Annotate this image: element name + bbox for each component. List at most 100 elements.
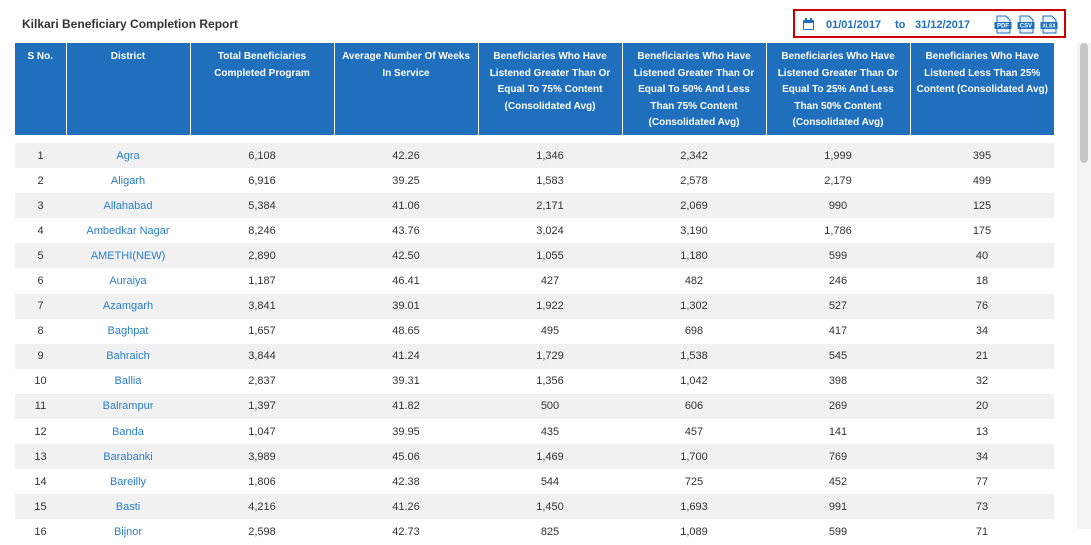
cell-lt-25: 34 (910, 318, 1054, 344)
cell-total-completed: 4,216 (190, 494, 334, 520)
cell-district[interactable]: Barabanki (66, 444, 190, 470)
cell-ge-75: 1,583 (478, 168, 622, 194)
vertical-scrollbar[interactable] (1077, 43, 1091, 529)
cell-district[interactable]: Ambedkar Nagar (66, 218, 190, 244)
cell-lt-25: 20 (910, 393, 1054, 420)
cell-avg-weeks: 41.82 (334, 393, 478, 420)
xlsx-export-icon[interactable]: XLSX (1040, 15, 1058, 34)
cell-total-completed: 1,047 (190, 419, 334, 445)
date-separator: to (895, 19, 906, 31)
column-header-50-75[interactable]: Beneficiaries Who Have Listened Greater … (622, 43, 767, 135)
cell-ge-75: 1,055 (478, 243, 622, 269)
column-header-ge-75[interactable]: Beneficiaries Who Have Listened Greater … (478, 43, 623, 135)
cell-lt-25: 175 (910, 218, 1054, 244)
cell-25-50: 769 (766, 444, 910, 470)
cell-avg-weeks: 42.38 (334, 469, 478, 495)
cell-s-no: 11 (15, 393, 66, 420)
calendar-icon[interactable] (803, 17, 814, 35)
cell-district[interactable]: Agra (66, 143, 190, 169)
cell-lt-25: 21 (910, 343, 1054, 369)
cell-avg-weeks: 39.01 (334, 293, 478, 319)
cell-avg-weeks: 43.76 (334, 218, 478, 244)
cell-s-no: 8 (15, 318, 66, 344)
cell-50-75: 2,069 (622, 193, 766, 219)
column-header-district[interactable]: District (66, 43, 191, 135)
cell-ge-75: 2,171 (478, 193, 622, 219)
cell-s-no: 13 (15, 444, 66, 470)
cell-total-completed: 1,657 (190, 318, 334, 344)
cell-total-completed: 8,246 (190, 218, 334, 244)
cell-avg-weeks: 46.41 (334, 268, 478, 294)
cell-district[interactable]: Auraiya (66, 268, 190, 294)
cell-50-75: 698 (622, 318, 766, 344)
xlsx-export-label: XLSX (1042, 24, 1056, 30)
cell-25-50: 269 (766, 393, 910, 420)
cell-50-75: 1,089 (622, 519, 766, 545)
cell-avg-weeks: 45.06 (334, 444, 478, 470)
cell-25-50: 246 (766, 268, 910, 294)
table-row: 9 Bahraich 3,844 41.24 1,729 1,538 545 21 (15, 343, 1054, 369)
scrollbar-thumb[interactable] (1080, 43, 1088, 163)
cell-district[interactable]: Bareilly (66, 469, 190, 495)
cell-25-50: 141 (766, 419, 910, 445)
column-header-total-completed[interactable]: Total Beneficiaries Completed Program (190, 43, 335, 135)
column-header-lt-25[interactable]: Beneficiaries Who Have Listened Less Tha… (910, 43, 1054, 135)
table-row: 5 AMETHI(NEW) 2,890 42.50 1,055 1,180 599 40 (15, 243, 1054, 269)
cell-s-no: 7 (15, 293, 66, 319)
cell-total-completed: 2,890 (190, 243, 334, 269)
cell-ge-75: 1,469 (478, 444, 622, 470)
table-row: 7 Azamgarh 3,841 39.01 1,922 1,302 527 76 (15, 293, 1054, 319)
csv-export-label: CSV (1020, 24, 1032, 30)
cell-district[interactable]: Banda (66, 419, 190, 445)
cell-district[interactable]: Bijnor (66, 519, 190, 545)
pdf-export-icon[interactable]: PDF (994, 15, 1012, 34)
cell-lt-25: 77 (910, 469, 1054, 495)
column-header-25-50[interactable]: Beneficiaries Who Have Listened Greater … (766, 43, 911, 135)
cell-lt-25: 395 (910, 143, 1054, 169)
cell-lt-25: 125 (910, 193, 1054, 219)
cell-50-75: 1,693 (622, 494, 766, 520)
cell-25-50: 991 (766, 494, 910, 520)
csv-export-icon[interactable]: CSV (1017, 15, 1035, 34)
cell-25-50: 452 (766, 469, 910, 495)
cell-avg-weeks: 41.06 (334, 193, 478, 219)
cell-district[interactable]: Azamgarh (66, 293, 190, 319)
cell-50-75: 606 (622, 393, 766, 420)
cell-50-75: 1,538 (622, 343, 766, 369)
column-header-avg-weeks[interactable]: Average Number Of Weeks In Service (334, 43, 479, 135)
cell-district[interactable]: Ballia (66, 368, 190, 394)
cell-25-50: 527 (766, 293, 910, 319)
cell-total-completed: 2,837 (190, 368, 334, 394)
table-row: 12 Banda 1,047 39.95 435 457 141 13 (15, 419, 1054, 445)
table-row: 16 Bijnor 2,598 42.73 825 1,089 599 71 (15, 519, 1054, 545)
cell-25-50: 599 (766, 519, 910, 545)
cell-total-completed: 3,841 (190, 293, 334, 319)
cell-25-50: 2,179 (766, 168, 910, 194)
report-title: Kilkari Beneficiary Completion Report (22, 17, 239, 31)
cell-ge-75: 495 (478, 318, 622, 344)
cell-25-50: 1,786 (766, 218, 910, 244)
cell-ge-75: 500 (478, 393, 622, 420)
cell-50-75: 482 (622, 268, 766, 294)
date-export-toolbar: 01/01/2017 to 31/12/2017 PDF CSV XLSX (793, 9, 1066, 38)
column-header-s-no[interactable]: S No. (15, 43, 67, 135)
cell-district[interactable]: Aligarh (66, 168, 190, 194)
cell-25-50: 990 (766, 193, 910, 219)
date-from[interactable]: 01/01/2017 (826, 19, 882, 31)
cell-district[interactable]: Allahabad (66, 193, 190, 219)
cell-s-no: 5 (15, 243, 66, 269)
cell-district[interactable]: Balrampur (66, 393, 190, 420)
date-to[interactable]: 31/12/2017 (915, 19, 971, 31)
cell-district[interactable]: Bahraich (66, 343, 190, 369)
cell-district[interactable]: AMETHI(NEW) (66, 243, 190, 269)
cell-25-50: 417 (766, 318, 910, 344)
cell-total-completed: 6,108 (190, 143, 334, 169)
cell-50-75: 1,302 (622, 293, 766, 319)
table-row: 1 Agra 6,108 42.26 1,346 2,342 1,999 395 (15, 143, 1054, 169)
cell-district[interactable]: Baghpat (66, 318, 190, 344)
cell-ge-75: 1,922 (478, 293, 622, 319)
cell-avg-weeks: 41.26 (334, 494, 478, 520)
cell-s-no: 14 (15, 469, 66, 495)
cell-district[interactable]: Basti (66, 494, 190, 520)
cell-avg-weeks: 48.65 (334, 318, 478, 344)
